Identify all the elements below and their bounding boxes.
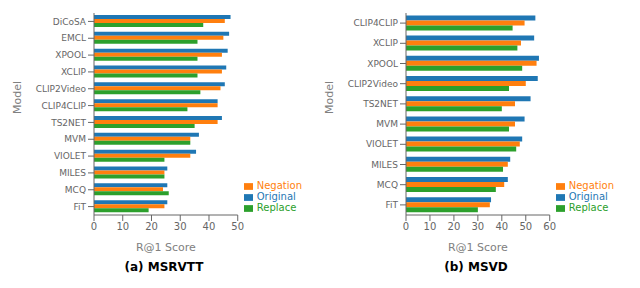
- svg-text:10: 10: [116, 221, 129, 232]
- html-text:Original: Original: [256, 191, 296, 202]
- svg-text:MCQ: MCQ: [377, 180, 398, 190]
- svg-text:40: 40: [495, 221, 508, 232]
- svg-text:0: 0: [91, 221, 97, 232]
- svg-text:DiCoSA: DiCoSA: [53, 17, 87, 27]
- svg-text:FiT: FiT: [73, 202, 86, 212]
- svg-text:MVM: MVM: [64, 134, 86, 144]
- svg-text:MCQ: MCQ: [65, 185, 86, 195]
- svg-text:CLIP4CLIP: CLIP4CLIP: [354, 18, 399, 28]
- svg-text:40: 40: [203, 221, 216, 232]
- svg-text:TS2NET: TS2NET: [362, 99, 398, 109]
- html-text:Original: Original: [568, 191, 608, 202]
- svg-text:XCLIP: XCLIP: [373, 38, 398, 48]
- html-text:(b) MSVD: (b) MSVD: [444, 260, 508, 274]
- svg-text:CLIP2Video: CLIP2Video: [348, 79, 399, 89]
- svg-text:MVM: MVM: [376, 119, 398, 129]
- html-text:Negation: Negation: [256, 180, 302, 191]
- svg-text:VIOLET: VIOLET: [366, 139, 399, 149]
- svg-text:50: 50: [519, 221, 532, 232]
- svg-text:R@1 Score: R@1 Score: [448, 241, 508, 254]
- svg-text:R@1 Score: R@1 Score: [136, 241, 196, 254]
- svg-text:60: 60: [543, 221, 556, 232]
- svg-text:XPOOL: XPOOL: [367, 59, 398, 69]
- svg-text:CLIP2Video: CLIP2Video: [36, 84, 87, 94]
- svg-text:EMCL: EMCL: [61, 33, 86, 43]
- svg-text:VIOLET: VIOLET: [54, 151, 87, 161]
- svg-text:20: 20: [448, 221, 461, 232]
- html-text:Negation: Negation: [568, 180, 614, 191]
- html-text:Replace: Replace: [256, 202, 297, 213]
- svg-text:Model: Model: [11, 81, 24, 114]
- svg-text:MILES: MILES: [59, 168, 86, 178]
- html-text:Replace: Replace: [568, 202, 609, 213]
- svg-text:0: 0: [403, 221, 409, 232]
- svg-text:Model: Model: [323, 81, 336, 114]
- svg-text:MILES: MILES: [371, 160, 398, 170]
- svg-text:TS2NET: TS2NET: [50, 118, 86, 128]
- svg-text:XCLIP: XCLIP: [61, 67, 86, 77]
- svg-text:XPOOL: XPOOL: [55, 50, 86, 60]
- svg-text:30: 30: [472, 221, 485, 232]
- svg-text:FiT: FiT: [385, 200, 398, 210]
- svg-text:30: 30: [174, 221, 187, 232]
- svg-text:20: 20: [145, 221, 158, 232]
- svg-text:CLIP4CLIP: CLIP4CLIP: [42, 101, 87, 111]
- svg-text:10: 10: [424, 221, 437, 232]
- svg-text:50: 50: [231, 221, 244, 232]
- html-text:(a) MSRVTT: (a) MSRVTT: [124, 260, 204, 274]
